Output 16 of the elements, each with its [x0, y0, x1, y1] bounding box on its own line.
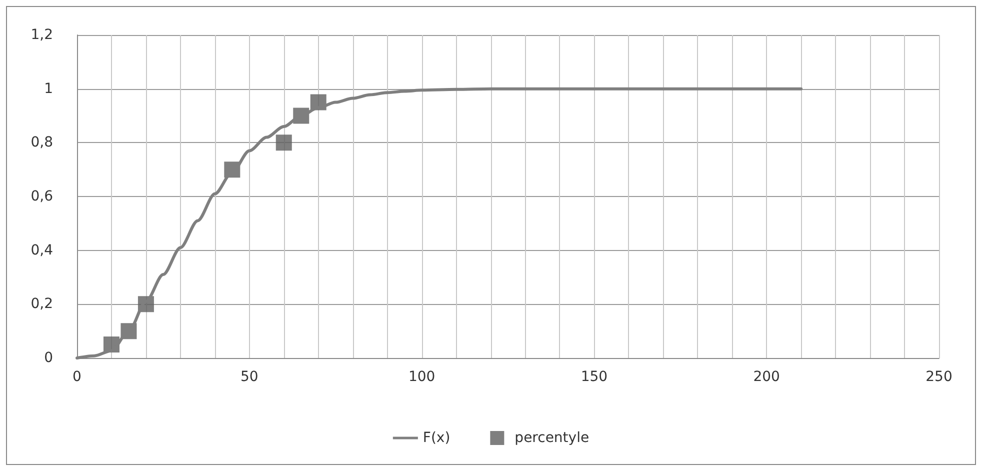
x-tick-label: 200 [753, 369, 780, 385]
y-tick-label: 0,8 [30, 134, 53, 151]
y-tick-label: 1 [44, 80, 53, 97]
x-tick-label: 0 [72, 369, 82, 385]
y-tick-label: 0,2 [30, 296, 53, 312]
y-tick-label: 0,4 [30, 242, 54, 258]
y-tick-label: 1,2 [30, 27, 53, 43]
x-tick-label: 250 [926, 369, 952, 385]
point [276, 134, 292, 151]
y-tick-label: 0 [44, 350, 53, 366]
x-tick-label: 50 [240, 369, 258, 385]
legend-label: F(x) [422, 430, 450, 446]
legend-label: percentyle [514, 430, 590, 446]
x-tick-label: 150 [580, 369, 608, 385]
x-tick-label: 100 [408, 369, 436, 385]
y-tick-label: 0,6 [30, 188, 54, 204]
